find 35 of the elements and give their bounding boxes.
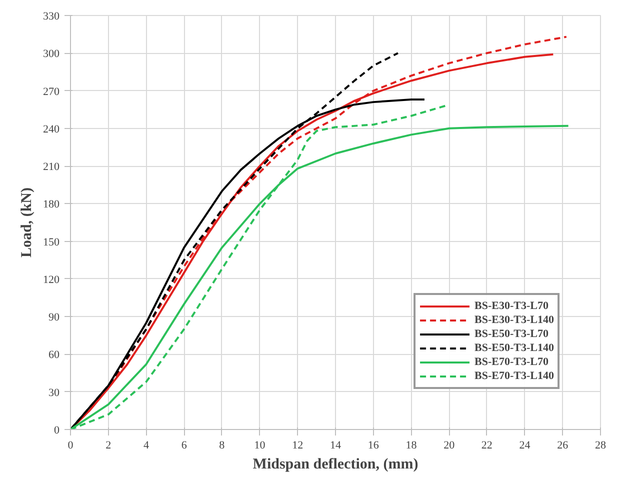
y-tick-label: 330	[43, 10, 60, 22]
legend-label: BS-E50-T3-L140	[474, 341, 554, 355]
x-tick-label: 10	[254, 440, 266, 452]
x-tick-label: 0	[68, 440, 74, 452]
x-tick-label: 22	[481, 440, 492, 452]
legend-label: BS-E70-T3-L140	[474, 369, 554, 383]
x-tick-label: 18	[406, 440, 418, 452]
y-tick-label: 210	[43, 161, 60, 174]
x-tick-label: 14	[330, 440, 342, 452]
y-tick-label: 90	[48, 312, 60, 324]
legend-label: BS-E30-T3-L140	[474, 313, 554, 327]
x-tick-label: 20	[444, 440, 456, 452]
y-tick-label: 120	[43, 274, 60, 286]
legend-label: BS-E30-T3-L70	[474, 299, 548, 313]
y-tick-label: 150	[43, 236, 60, 248]
x-tick-label: 16	[368, 440, 380, 452]
x-tick-label: 12	[292, 440, 304, 452]
x-axis-title: Midspan deflection, (mm)	[252, 456, 418, 472]
y-tick-label: 240	[43, 123, 60, 136]
x-tick-label: 6	[181, 440, 188, 452]
y-tick-label: 30	[48, 386, 60, 399]
y-axis-title: Load, (kN)	[19, 187, 35, 258]
y-tick-label: 0	[54, 424, 60, 436]
x-tick-label: 8	[219, 440, 226, 452]
x-tick-label: 28	[595, 440, 606, 452]
x-tick-label: 2	[106, 440, 112, 452]
x-tick-label: 4	[143, 440, 150, 452]
y-tick-label: 270	[43, 86, 60, 98]
x-tick-label: 24	[519, 440, 531, 452]
legend-label: BS-E50-T3-L70	[474, 327, 548, 341]
y-tick-label: 180	[43, 198, 60, 211]
y-tick-label: 60	[48, 349, 60, 362]
legend-label: BS-E70-T3-L70	[474, 355, 548, 369]
y-tick-label: 300	[43, 48, 60, 60]
x-tick-label: 26	[557, 440, 569, 452]
